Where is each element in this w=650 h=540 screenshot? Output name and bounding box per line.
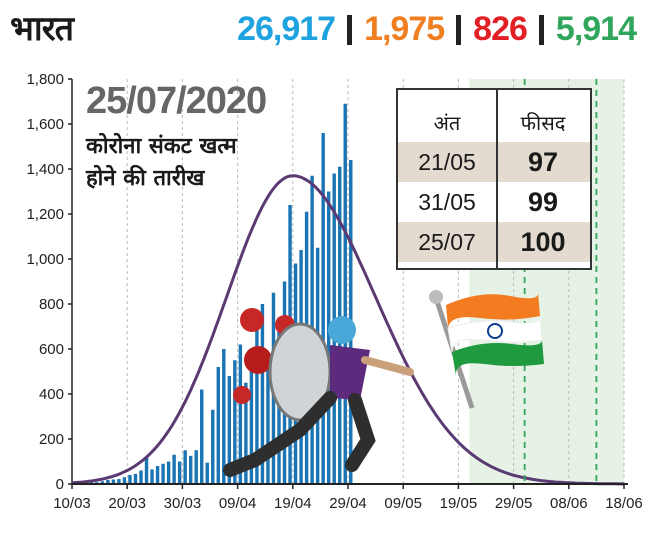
bar xyxy=(249,349,254,484)
y-tick-label: 800 xyxy=(39,296,64,313)
bar xyxy=(155,466,160,484)
page-title: भारत xyxy=(10,9,74,49)
fitted-curve xyxy=(71,174,624,486)
y-tick-label: 1,000 xyxy=(26,251,64,268)
table-cell-date: 31/05 xyxy=(418,188,476,215)
y-tick-label: 400 xyxy=(39,386,64,403)
bar xyxy=(139,470,143,484)
table-header-percent: फीसद xyxy=(520,110,566,135)
bar xyxy=(172,454,176,484)
stat-recovered: 5,914 xyxy=(555,10,637,48)
stat-total-cases: 26,917 xyxy=(237,10,336,48)
x-tick-label: 29/04 xyxy=(329,495,367,512)
stat-divider xyxy=(538,14,544,45)
stat-deaths: 826 xyxy=(473,10,528,48)
bar xyxy=(183,450,187,484)
bar xyxy=(122,477,127,484)
table-row: 25/07 100 xyxy=(398,222,590,262)
x-tick-label: 19/04 xyxy=(274,495,312,512)
bar xyxy=(128,475,132,484)
annotation-line-2: होने की तारीख xyxy=(86,166,205,191)
table-cell-percent: 99 xyxy=(527,186,559,217)
bar xyxy=(216,367,220,484)
x-tick-label: 18/06 xyxy=(605,495,643,512)
india-flag-icon xyxy=(429,290,544,409)
stats-bar: 26,917 1,975 826 5,914 xyxy=(237,10,637,49)
x-tick-label: 09/05 xyxy=(384,495,422,512)
bar xyxy=(188,455,193,484)
y-tick-labels: 0 200 400 600 800 1,000 1,200 1,400 1,600 1,800 xyxy=(26,71,64,493)
bar xyxy=(244,382,248,484)
x-tick-label: 20/03 xyxy=(108,495,146,512)
projection-table: अंत फीसद 21/05 97 31/05 99 25/07 100 xyxy=(396,88,592,270)
bar xyxy=(106,479,110,484)
x-tick-label: 10/03 xyxy=(53,495,91,512)
y-tick-label: 1,800 xyxy=(26,71,64,88)
bar xyxy=(133,473,138,484)
bar xyxy=(194,450,198,484)
table-header-date: अंत xyxy=(433,110,461,135)
bar xyxy=(177,461,182,484)
bar xyxy=(111,479,116,484)
bar xyxy=(227,376,232,484)
bar xyxy=(238,344,243,484)
table-row: 31/05 99 xyxy=(398,182,590,222)
stat-divider xyxy=(456,14,462,45)
bar xyxy=(266,367,270,484)
bar xyxy=(150,469,154,484)
bar xyxy=(321,133,325,484)
stat-divider xyxy=(347,14,353,45)
shield-figure-icon xyxy=(223,316,414,477)
bar xyxy=(161,463,165,484)
y-tick-label: 1,400 xyxy=(26,161,64,178)
table-header-row: अंत फीसद xyxy=(398,102,590,142)
y-tick-label: 200 xyxy=(39,431,64,448)
bar xyxy=(200,389,204,484)
bar xyxy=(117,479,121,484)
table-cell-percent: 100 xyxy=(520,226,566,257)
bar xyxy=(211,409,215,484)
bar xyxy=(255,324,259,484)
y-tick-label: 1,600 xyxy=(26,116,64,133)
bar xyxy=(260,304,265,484)
bar xyxy=(100,481,105,484)
annotation-line-1: कोरोना संकट खत्म xyxy=(86,134,237,159)
bar xyxy=(222,349,226,484)
table-cell-date: 25/07 xyxy=(418,228,476,255)
x-tick-label: 30/03 xyxy=(164,495,202,512)
y-tick-label: 600 xyxy=(39,341,64,358)
y-tick-label: 1,200 xyxy=(26,206,64,223)
table-row: 21/05 97 xyxy=(398,142,590,182)
table-cell-date: 21/05 xyxy=(418,148,476,175)
table-cell-percent: 97 xyxy=(527,146,559,177)
x-tick-label: 29/05 xyxy=(495,495,533,512)
bar xyxy=(89,481,94,484)
bar xyxy=(144,457,149,484)
bar xyxy=(343,103,347,484)
x-tick-label: 09/04 xyxy=(219,495,257,512)
bar xyxy=(233,360,237,484)
bar xyxy=(205,462,209,484)
bar xyxy=(166,461,171,484)
table-divider xyxy=(496,90,498,268)
stat-new-cases: 1,975 xyxy=(364,10,445,48)
projection-date: 25/07/2020 xyxy=(86,80,267,122)
x-tick-labels: 10/03 20/03 30/03 09/04 19/04 29/04 09/05 19/05… xyxy=(53,484,643,512)
y-tick-label: 0 xyxy=(56,476,64,493)
bar xyxy=(326,191,331,484)
x-tick-label: 08/06 xyxy=(550,495,588,512)
x-tick-label: 19/05 xyxy=(440,495,478,512)
